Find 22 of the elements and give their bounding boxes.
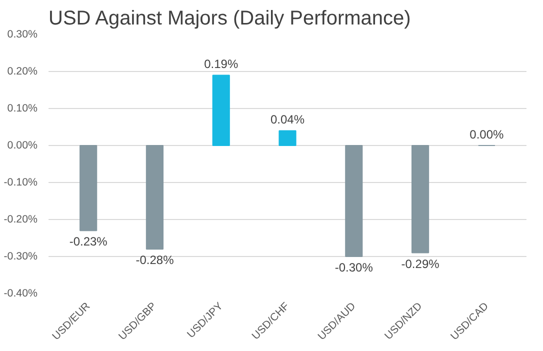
y-tick-label: -0.30% bbox=[4, 250, 38, 262]
chart-title: USD Against Majors (Daily Performance) bbox=[48, 8, 411, 30]
bar bbox=[80, 145, 98, 232]
y-tick-label: -0.40% bbox=[4, 288, 38, 300]
bar bbox=[345, 145, 363, 257]
data-label: 0.04% bbox=[270, 112, 305, 127]
y-tick-label: -0.20% bbox=[4, 214, 38, 226]
data-label: -0.28% bbox=[136, 253, 174, 268]
y-tick-label: -0.10% bbox=[4, 176, 38, 188]
y-tick-label: 0.20% bbox=[7, 66, 38, 78]
data-label: -0.23% bbox=[69, 234, 108, 249]
bar bbox=[278, 130, 296, 146]
bar bbox=[146, 145, 164, 250]
data-label: 0.19% bbox=[204, 57, 238, 72]
y-tick-label: 0.10% bbox=[7, 102, 38, 114]
data-label: 0.00% bbox=[470, 128, 504, 142]
data-label: -0.30% bbox=[334, 260, 374, 274]
bar bbox=[212, 74, 230, 146]
data-label: -0.29% bbox=[401, 256, 440, 271]
y-tick-label: 0.00% bbox=[7, 140, 38, 152]
bar bbox=[411, 145, 430, 254]
y-tick-label: 0.30% bbox=[7, 28, 38, 40]
